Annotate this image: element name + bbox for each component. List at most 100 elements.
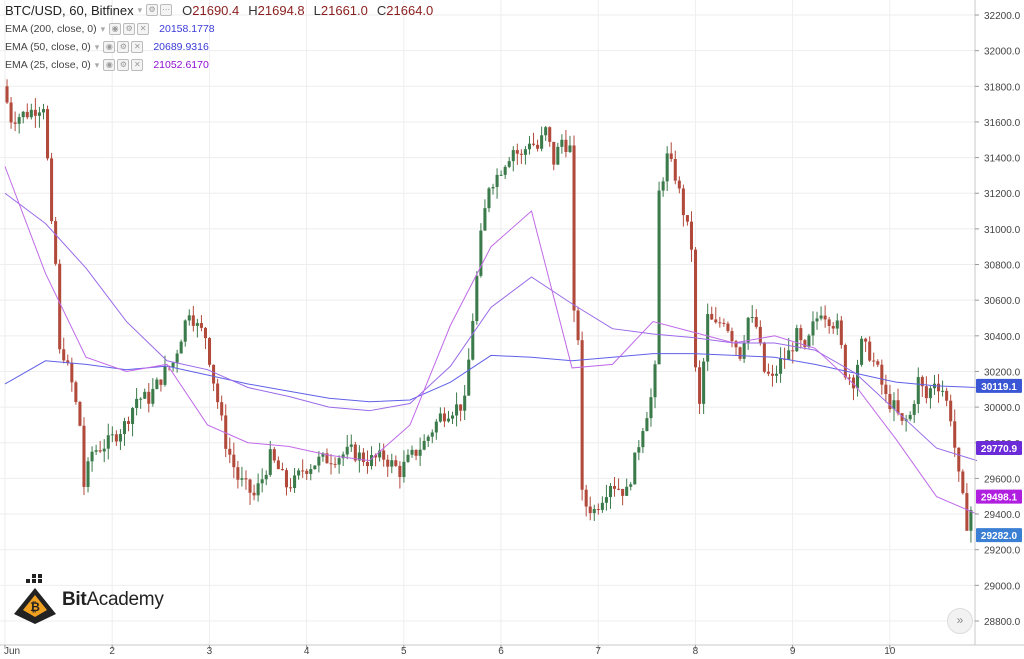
symbol-title[interactable]: BTC/USD, 60, Bitfinex — [5, 2, 134, 18]
x-tick-label: 9 — [790, 646, 796, 657]
indicator-controls[interactable]: ◉ ⚙ ✕ — [103, 59, 145, 71]
close-icon[interactable]: ✕ — [131, 41, 144, 53]
candle-body — [912, 403, 916, 415]
candle-body — [880, 364, 884, 385]
candle-body — [179, 341, 183, 354]
candle-body — [511, 150, 515, 162]
indicator-value: 21052.6170 — [153, 59, 209, 71]
candle-body — [515, 150, 519, 154]
candle-body — [361, 452, 365, 462]
settings-icon[interactable]: ⚙ — [117, 59, 130, 71]
candle-body — [507, 161, 511, 167]
candle-body — [957, 447, 961, 472]
eye-icon[interactable]: ◉ — [103, 41, 116, 53]
close-icon[interactable]: ✕ — [131, 59, 144, 71]
y-tick-label: 29600.0 — [984, 474, 1021, 485]
candle-body — [588, 506, 592, 514]
candle-body — [827, 319, 831, 326]
candle-body — [908, 414, 912, 420]
candle-body — [969, 510, 973, 531]
candle-body — [139, 398, 143, 400]
chevron-down-icon[interactable]: ▾ — [94, 41, 100, 52]
candle-body — [301, 470, 305, 472]
candle-body — [860, 338, 864, 365]
y-tick-label: 29200.0 — [984, 546, 1021, 557]
eye-icon[interactable]: ◉ — [103, 59, 116, 71]
candle-body — [13, 122, 17, 124]
candle-body — [471, 321, 475, 360]
candle-body — [33, 109, 37, 116]
indicator-value: 20158.1778 — [159, 23, 215, 35]
candle-body — [199, 323, 203, 328]
candle-body — [418, 449, 422, 456]
candle-body — [791, 350, 795, 352]
indicator-controls[interactable]: ◉ ⚙ ✕ — [103, 41, 145, 53]
candle-body — [621, 488, 625, 496]
chevron-down-icon[interactable]: ▾ — [94, 59, 100, 70]
candle-body — [17, 117, 21, 124]
y-tick-label: 31000.0 — [984, 225, 1021, 236]
candle-body — [758, 326, 762, 343]
chevron-down-icon[interactable]: ▾ — [100, 23, 106, 34]
x-tick-label: 7 — [595, 646, 601, 657]
candle-body — [775, 373, 779, 376]
candle-body — [463, 395, 467, 411]
candle-body — [446, 418, 450, 422]
series-controls[interactable]: ⚙ ⋯ — [146, 4, 174, 16]
candle-body — [556, 146, 560, 165]
candle-body — [702, 361, 706, 404]
candle-body — [260, 479, 264, 484]
candle-body — [649, 397, 653, 419]
candle-body — [673, 158, 677, 181]
candle-body — [487, 188, 491, 209]
candle-body — [78, 401, 82, 426]
settings-icon[interactable]: ⚙ — [117, 41, 130, 53]
candle-body — [795, 328, 799, 352]
candle-body — [928, 388, 932, 399]
candle-body — [284, 470, 288, 488]
candle-body — [293, 475, 297, 489]
candle-body — [665, 153, 669, 182]
candle-body — [945, 390, 949, 401]
indicator-label[interactable]: EMA (25, close, 0) — [5, 59, 91, 71]
candle-body — [831, 325, 835, 329]
candle-body — [264, 474, 268, 480]
candle-body — [438, 413, 442, 422]
candle-body — [430, 432, 434, 437]
eye-icon[interactable]: ◉ — [109, 23, 122, 35]
candle-body — [175, 353, 179, 363]
logo-mark-icon: ₿ — [14, 574, 56, 624]
x-tick-label: 2 — [109, 646, 115, 657]
candle-body — [163, 366, 167, 385]
indicator-label[interactable]: EMA (50, close, 0) — [5, 41, 91, 53]
candle-body — [317, 456, 321, 466]
candle-body — [872, 360, 876, 362]
candle-body — [532, 143, 536, 145]
price-label-text: 30119.1 — [981, 382, 1017, 393]
candle-body — [868, 341, 872, 361]
y-tick-label: 31800.0 — [984, 82, 1021, 93]
chevron-down-icon[interactable]: ▾ — [137, 4, 143, 15]
scroll-to-realtime-button[interactable]: » — [947, 608, 973, 634]
indicator-label[interactable]: EMA (200, close, 0) — [5, 23, 97, 35]
candle-body — [208, 338, 212, 365]
candle-body — [289, 487, 293, 489]
more-icon[interactable]: ⋯ — [160, 4, 173, 16]
y-tick-label: 31200.0 — [984, 189, 1021, 200]
candle-body — [426, 436, 430, 441]
candle-body — [714, 319, 718, 323]
candle-body — [191, 315, 195, 326]
candle-body — [787, 350, 791, 360]
y-tick-label: 30800.0 — [984, 261, 1021, 272]
close-label: C — [376, 2, 387, 18]
x-tick-label: Jun — [4, 646, 20, 657]
candle-body — [147, 391, 151, 404]
settings-icon[interactable]: ⚙ — [146, 4, 159, 16]
candle-body — [309, 469, 313, 474]
close-icon[interactable]: ✕ — [137, 23, 150, 35]
settings-icon[interactable]: ⚙ — [123, 23, 136, 35]
candle-body — [856, 364, 860, 389]
indicator-controls[interactable]: ◉ ⚙ ✕ — [109, 23, 151, 35]
